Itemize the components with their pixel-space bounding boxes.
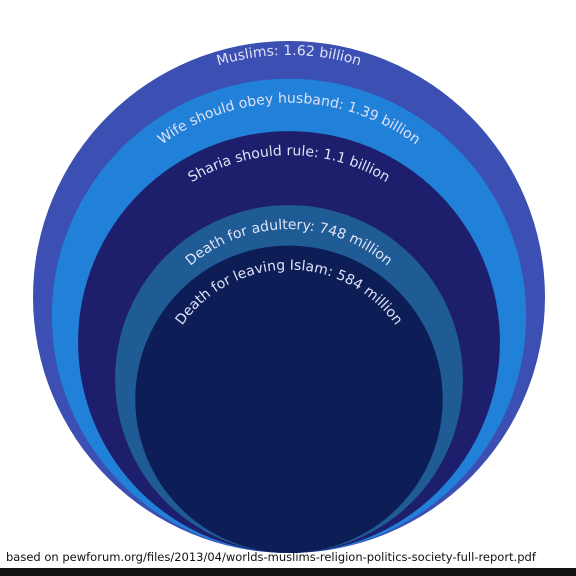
- circle: [135, 245, 443, 554]
- bottom-strip: [0, 568, 576, 576]
- source-note: based on pewforum.org/files/2013/04/worl…: [6, 550, 537, 564]
